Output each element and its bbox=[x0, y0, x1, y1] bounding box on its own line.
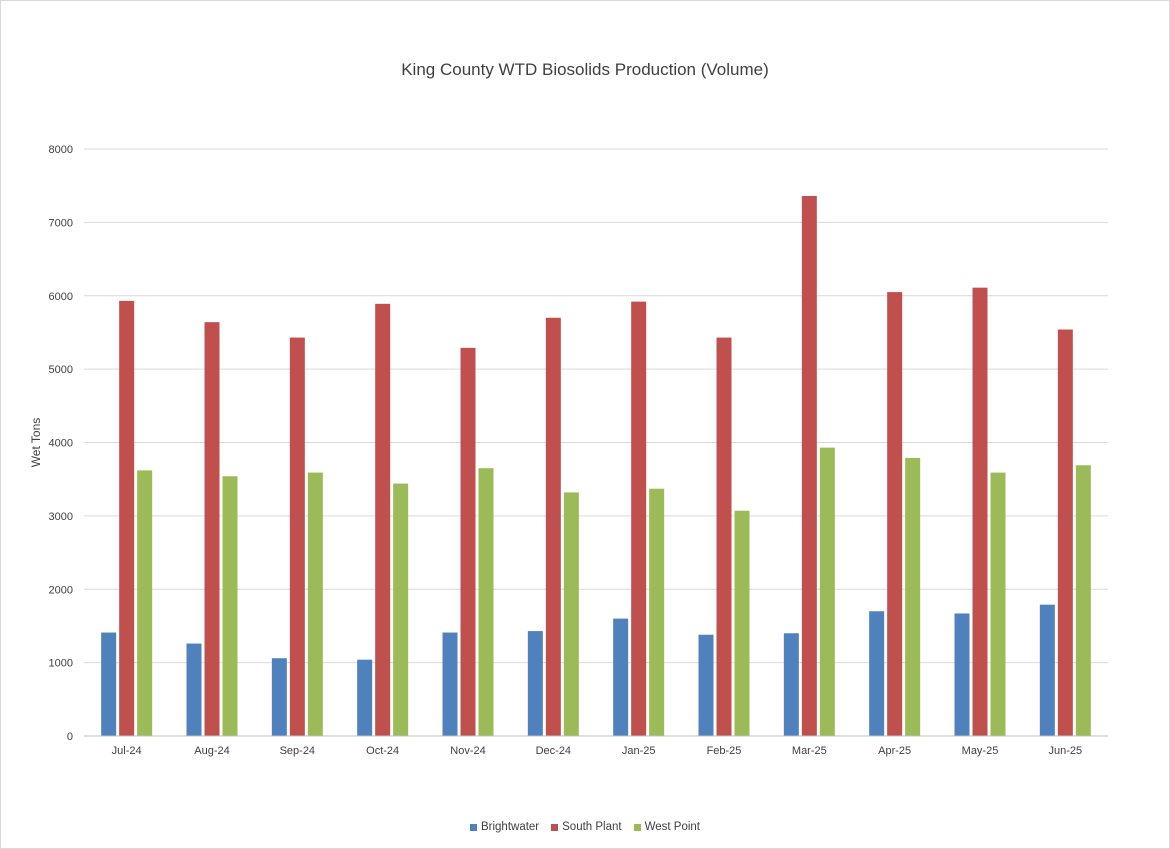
bar-south-plant bbox=[1057, 329, 1073, 736]
y-tick-label: 1000 bbox=[49, 658, 73, 670]
y-tick-label: 7000 bbox=[49, 217, 73, 229]
bar-south-plant bbox=[545, 317, 561, 736]
bar-west-point bbox=[1075, 465, 1091, 736]
y-axis-title: Wet Tons bbox=[29, 418, 43, 468]
bar-south-plant bbox=[375, 303, 391, 736]
y-tick-label: 5000 bbox=[49, 364, 73, 376]
x-tick-label: Mar-25 bbox=[792, 745, 827, 757]
x-tick-label: Jul-24 bbox=[112, 745, 142, 757]
x-tick-label: Jan-25 bbox=[622, 745, 656, 757]
bar-brightwater bbox=[271, 658, 287, 736]
x-tick-label: Oct-24 bbox=[366, 745, 399, 757]
bar-brightwater bbox=[783, 633, 799, 736]
x-tick-label: Dec-24 bbox=[536, 745, 571, 757]
y-tick-label: 2000 bbox=[49, 584, 73, 596]
bar-brightwater bbox=[1039, 604, 1055, 736]
bar-south-plant bbox=[801, 195, 817, 736]
bar-west-point bbox=[990, 472, 1006, 736]
bar-south-plant bbox=[887, 292, 903, 736]
bar-west-point bbox=[393, 483, 409, 736]
bar-west-point bbox=[222, 476, 238, 736]
bar-west-point bbox=[649, 488, 665, 736]
legend-label: West Point bbox=[644, 821, 701, 833]
bar-south-plant bbox=[972, 287, 988, 736]
legend-item: South Plant bbox=[551, 821, 622, 833]
x-tick-label: Aug-24 bbox=[194, 745, 229, 757]
legend-swatch bbox=[469, 823, 477, 831]
bar-west-point bbox=[137, 470, 153, 736]
bar-brightwater bbox=[101, 632, 117, 736]
bar-west-point bbox=[307, 472, 323, 736]
legend-swatch bbox=[551, 823, 559, 831]
bar-south-plant bbox=[716, 337, 732, 736]
bar-south-plant bbox=[204, 322, 220, 736]
bar-south-plant bbox=[631, 301, 647, 736]
legend-label: South Plant bbox=[562, 821, 622, 833]
bar-brightwater bbox=[527, 631, 543, 736]
x-tick-label: May-25 bbox=[962, 745, 999, 757]
x-tick-label: Feb-25 bbox=[707, 745, 742, 757]
bar-west-point bbox=[734, 510, 750, 736]
bar-west-point bbox=[563, 492, 579, 736]
legend-item: Brightwater bbox=[469, 821, 540, 833]
chart-legend: Brightwater South Plant West Point bbox=[0, 821, 1170, 833]
x-tick-label: Jun-25 bbox=[1049, 745, 1083, 757]
bar-brightwater bbox=[186, 643, 202, 736]
x-tick-label: Apr-25 bbox=[878, 745, 911, 757]
bar-brightwater bbox=[954, 613, 970, 736]
bar-south-plant bbox=[119, 300, 135, 736]
bar-west-point bbox=[478, 468, 494, 736]
bar-brightwater bbox=[442, 632, 458, 736]
x-tick-label: Nov-24 bbox=[450, 745, 485, 757]
bar-south-plant bbox=[460, 347, 476, 736]
y-tick-label: 6000 bbox=[49, 291, 73, 303]
x-tick-label: Sep-24 bbox=[280, 745, 315, 757]
bar-south-plant bbox=[289, 337, 305, 736]
bar-west-point bbox=[905, 457, 921, 736]
y-tick-label: 4000 bbox=[49, 438, 73, 450]
chart-title: King County WTD Biosolids Production (Vo… bbox=[401, 60, 769, 79]
legend-swatch bbox=[633, 823, 641, 831]
legend-label: Brightwater bbox=[480, 821, 540, 833]
y-tick-label: 0 bbox=[67, 731, 73, 743]
bar-brightwater bbox=[698, 634, 714, 736]
bar-brightwater bbox=[357, 659, 373, 736]
y-tick-label: 8000 bbox=[49, 144, 73, 156]
bar-brightwater bbox=[613, 618, 629, 736]
bar-brightwater bbox=[869, 611, 885, 736]
bar-west-point bbox=[819, 447, 835, 736]
y-tick-label: 3000 bbox=[49, 511, 73, 523]
legend-item: West Point bbox=[633, 821, 701, 833]
